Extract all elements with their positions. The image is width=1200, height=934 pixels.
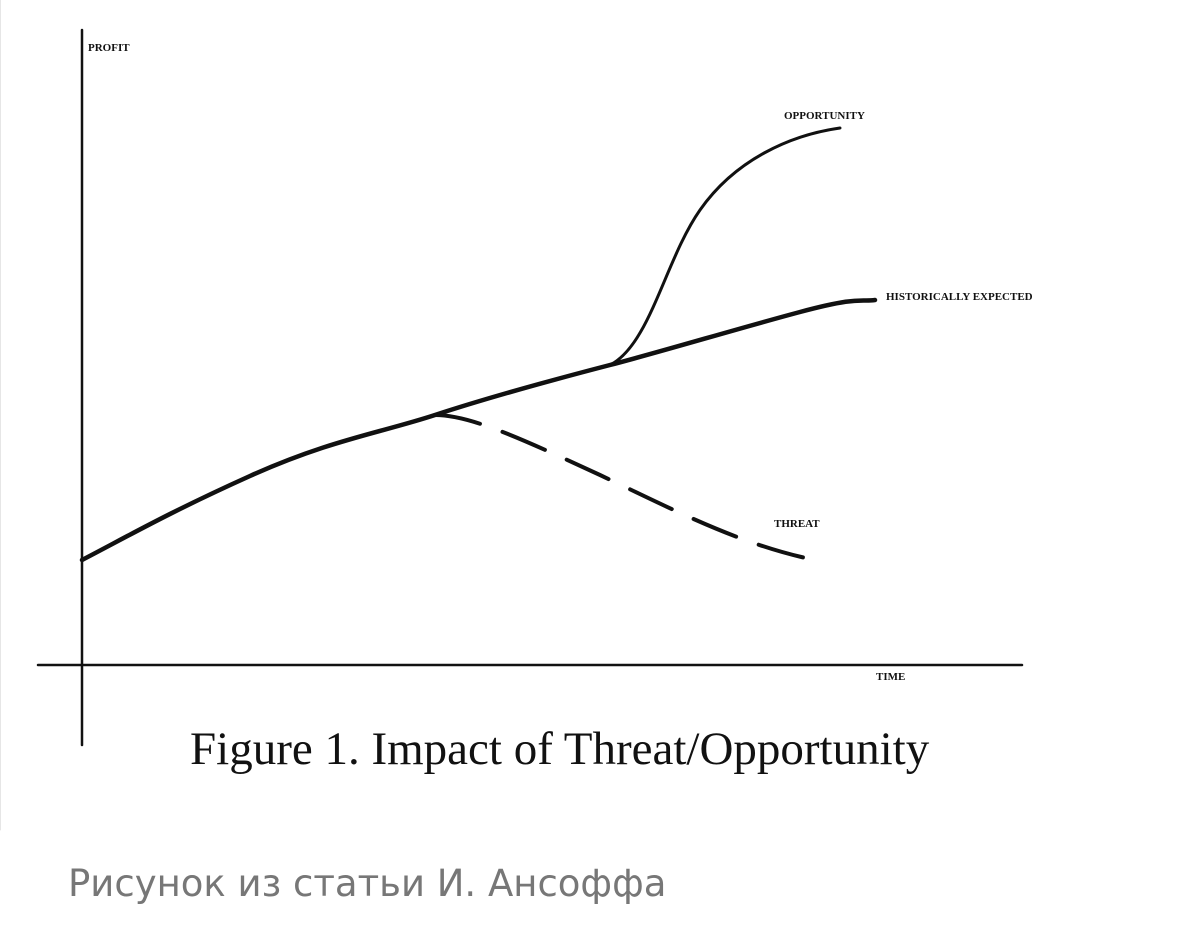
expected-curve xyxy=(79,297,878,563)
opportunity-label: OPPORTUNITY xyxy=(784,110,865,122)
figure-title: Figure 1. Impact of Threat/Opportunity xyxy=(190,723,930,775)
y-axis-label: PROFIT xyxy=(88,42,130,54)
expected-label: HISTORICALLY EXPECTED xyxy=(886,291,1033,303)
opportunity-curve xyxy=(608,126,842,367)
caption: Рисунок из статьи И. Ансоффа xyxy=(68,862,667,905)
threat-label: THREAT xyxy=(774,518,820,530)
x-axis-label: TIME xyxy=(876,671,905,683)
figure: PROFIT TIME OPPORTUNITY HISTORICALLY EXP… xyxy=(0,0,1033,831)
threat-curve xyxy=(433,413,817,562)
